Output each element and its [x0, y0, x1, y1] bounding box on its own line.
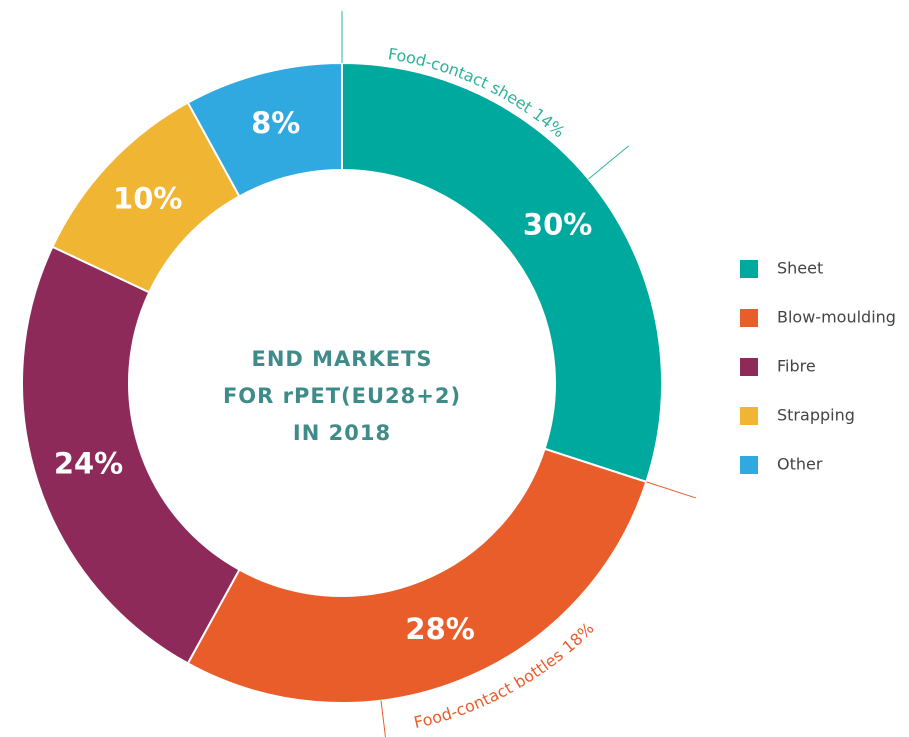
legend-label: Blow-moulding [777, 308, 896, 327]
value-label: 28% [405, 612, 474, 646]
value-label: 24% [54, 446, 123, 480]
legend-swatch [740, 358, 758, 376]
legend-swatch [740, 260, 758, 278]
donut-segment [341, 61, 663, 484]
annotation-leader [646, 481, 696, 499]
chart-title: END MARKETS [251, 347, 432, 371]
legend-swatch [740, 309, 758, 327]
legend-swatch [740, 456, 758, 474]
legend-label: Strapping [777, 406, 855, 425]
legend-label: Fibre [777, 357, 816, 376]
legend-swatch [740, 407, 758, 425]
value-label: 8% [251, 106, 300, 140]
legend-label: Sheet [777, 259, 823, 278]
annotation-leader [380, 700, 386, 737]
donut-segment [186, 447, 648, 704]
donut-segment [21, 245, 241, 665]
legend-label: Other [777, 455, 823, 474]
annotation-leader [588, 145, 629, 180]
value-label: 10% [113, 182, 182, 216]
value-label: 30% [523, 207, 592, 241]
chart-title: FOR rPET(EU28+2) [223, 384, 461, 408]
chart-title: IN 2018 [293, 421, 391, 445]
